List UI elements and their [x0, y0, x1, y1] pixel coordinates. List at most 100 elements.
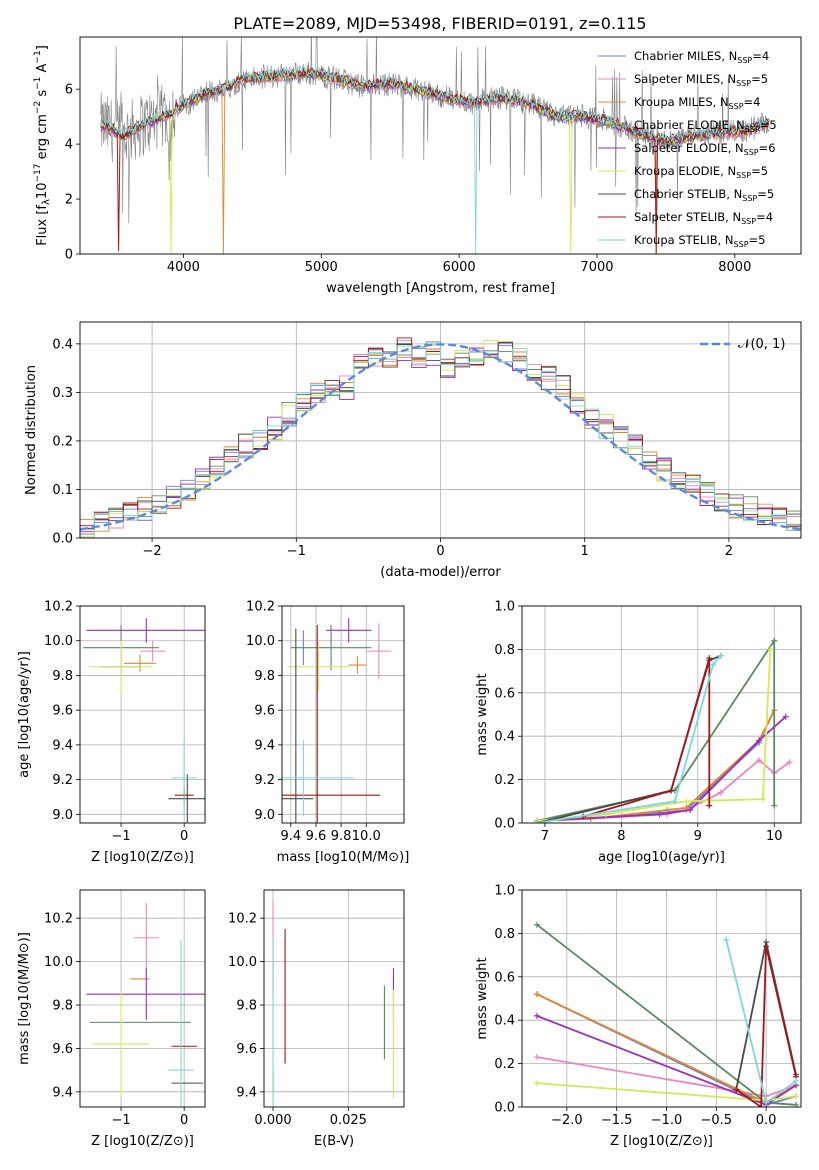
- x-tick-label: 8: [617, 829, 625, 844]
- massweight_vs_Z-axes: −2.0 −1.5 −1.0 −0.5 0.0 0.0 0.2 0.4 0.6 0.8 1.0 Z […: [475, 884, 801, 1149]
- x-tick-label: −1: [287, 544, 306, 559]
- normal-curve: [80, 343, 801, 531]
- y-axis-label: Normed distribution: [24, 365, 39, 495]
- x-tick-label: 0: [436, 544, 444, 559]
- age_vs_Z-axes: −1 0 9.0 9.2 9.4 9.6 9.8 10.0 10.2 Z [log10(Z/Z⊙)…: [17, 600, 205, 865]
- legend-label-4: Salpeter ELODIE, NSSP=6: [634, 141, 776, 157]
- y-label-part: −1: [33, 77, 43, 90]
- y-tick-label: 9.0: [52, 808, 73, 823]
- mass_vs_Z-plot: [86, 903, 205, 1107]
- y-axis-label: mass weight: [475, 957, 490, 1039]
- legend-tail: =5: [751, 164, 768, 178]
- weight-marker-5: [683, 798, 690, 805]
- y-tick-label: 9.4: [236, 1085, 257, 1100]
- x-tick-label: 0: [180, 829, 188, 844]
- x-tick-label: 7000: [580, 260, 613, 275]
- x-tick-label: 0.000: [254, 1113, 291, 1128]
- legend-tail: =5: [749, 233, 766, 247]
- weight-marker-8: [534, 820, 541, 823]
- y-tick-label: 0.0: [52, 532, 73, 547]
- weight-marker-4: [755, 737, 762, 744]
- legend-name: Kroupa ELODIE, N: [634, 164, 736, 178]
- weight-marker-3: [533, 921, 540, 928]
- y-tick-label: 4: [65, 138, 73, 153]
- legend-name: Chabrier MILES, N: [634, 49, 737, 63]
- x-tick-label: 4000: [167, 260, 200, 275]
- y-tick-label: 10.0: [44, 955, 73, 970]
- y-axis-label: mass weight: [475, 673, 490, 755]
- weight-marker-7: [706, 655, 713, 662]
- x-tick-label: 6000: [443, 260, 476, 275]
- y-label-part: erg cm: [35, 114, 50, 163]
- legend-sub: SSP: [736, 79, 751, 88]
- x-tick-label: 1: [581, 544, 589, 559]
- x-tick-label: 9.8: [331, 829, 352, 844]
- x-tick-label: 2: [725, 544, 733, 559]
- legend-tail: =5: [757, 187, 774, 201]
- weight-marker-2: [664, 806, 671, 813]
- x-tick-label: −1: [111, 829, 130, 844]
- y-tick-label: 0.4: [494, 730, 515, 745]
- x-tick-label: −1.0: [651, 1113, 683, 1128]
- y-label-part: s: [35, 90, 50, 101]
- residuals-plot: [80, 337, 801, 538]
- y-tick-label: 9.6: [236, 1042, 257, 1057]
- y-tick-label: 9.2: [254, 773, 275, 788]
- weight-marker-5: [533, 1080, 540, 1087]
- y-tick-label: 0.8: [494, 927, 515, 942]
- age_vs_Z-plot: [83, 618, 205, 823]
- y-tick-label: 0.4: [52, 337, 73, 352]
- massweight_vs_Z-plot: [533, 921, 800, 1107]
- x-tick-label: −2.0: [551, 1113, 583, 1128]
- histogram-series-6: [80, 341, 801, 530]
- weight-marker-8: [671, 798, 678, 805]
- axes-frame: [79, 605, 206, 824]
- legend-label-5: Kroupa ELODIE, NSSP=5: [634, 164, 768, 180]
- weight-marker-3: [771, 637, 778, 644]
- legend-label-7: Salpeter STELIB, NSSP=4: [634, 210, 773, 226]
- weight-marker-4: [687, 806, 694, 813]
- y-tick-label: 9.8: [52, 999, 73, 1014]
- y-tick-label: 1.0: [494, 884, 515, 899]
- y-tick-label: 0.2: [494, 1057, 515, 1072]
- legend-label-0: Chabrier MILES, NSSP=4: [634, 49, 769, 65]
- weight-marker-4: [782, 713, 789, 720]
- y-tick-label: 0.3: [52, 386, 73, 401]
- y-tick-label: 9.8: [254, 669, 275, 684]
- y-tick-label: 6: [65, 83, 73, 98]
- weight-marker-7: [733, 1086, 740, 1093]
- legend-tail: =4: [744, 95, 761, 109]
- x-tick-label: 7: [541, 829, 549, 844]
- massweight_vs_age-plot: [534, 637, 793, 823]
- histogram-series-8: [80, 344, 801, 535]
- x-tick-label: 10: [766, 829, 783, 844]
- weight-marker-7: [758, 1104, 765, 1107]
- weight-marker-1: [717, 789, 724, 796]
- x-tick-label: −2: [143, 544, 162, 559]
- weight-marker-7: [763, 943, 770, 950]
- legend-name: Salpeter MILES, N: [634, 72, 736, 86]
- y-tick-label: 9.4: [52, 1085, 73, 1100]
- x-tick-label: −1: [111, 1113, 130, 1128]
- y-tick-label: 9.0: [254, 808, 275, 823]
- y-tick-label: 0.2: [494, 773, 515, 788]
- legend-tail: =5: [751, 72, 768, 86]
- axes-frame: [79, 321, 802, 539]
- x-axis-label: Z [log10(Z/Z⊙)]: [610, 1134, 713, 1149]
- legend-name: Kroupa STELIB, N: [634, 233, 734, 247]
- weight-marker-2: [533, 991, 540, 998]
- y-label-part: Flux [f: [35, 205, 50, 246]
- x-axis-label: mass [log10(M/M⊙)]: [277, 850, 410, 865]
- y-label-part: λ: [41, 199, 52, 205]
- x-tick-label: 9.6: [306, 829, 327, 844]
- y-tick-label: 10.2: [246, 600, 275, 615]
- legend-label-8: Kroupa STELIB, NSSP=5: [634, 233, 765, 249]
- x-tick-label: −1.5: [601, 1113, 633, 1128]
- legend-tail: =4: [752, 49, 769, 63]
- weight-marker-8: [723, 936, 730, 943]
- mass_vs_EBV-plot: [272, 900, 395, 1107]
- y-tick-label: 1.0: [494, 600, 515, 615]
- legend-sub: SSP: [744, 148, 759, 157]
- y-tick-label: 9.4: [52, 738, 73, 753]
